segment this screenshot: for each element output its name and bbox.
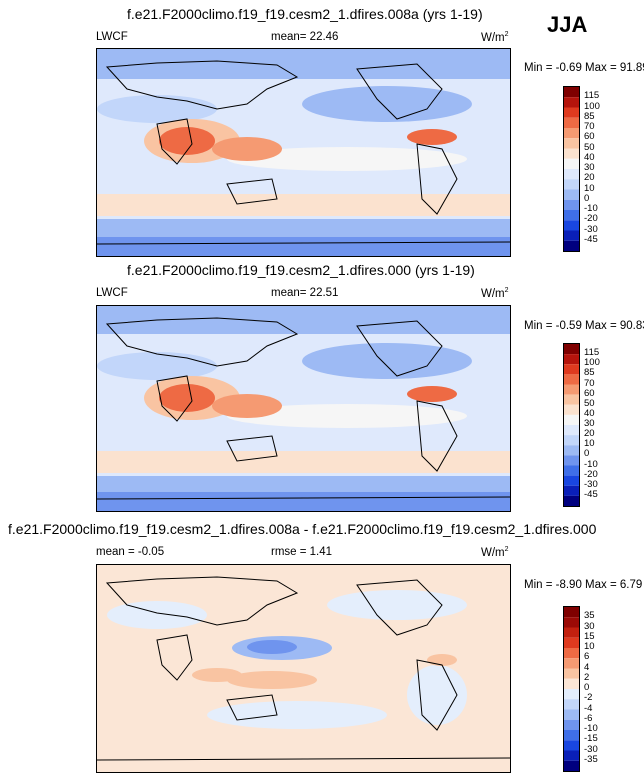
- colorbar-tick-label: 100: [584, 357, 600, 369]
- panel-1-field: [97, 49, 510, 256]
- panel-3-minmax: Min = -8.90 Max = 6.79: [524, 579, 643, 591]
- colorbar-tick-label: 115: [584, 347, 600, 359]
- panel-1-units: W/m2: [481, 31, 509, 44]
- colorbar-tick-label: 40: [584, 151, 595, 163]
- colorbar-tick-label: -10: [584, 723, 598, 734]
- colorbar-tick-label: 30: [584, 418, 595, 429]
- colorbar-tick-label: 30: [584, 162, 595, 173]
- panel-2-mean: mean= 22.51: [271, 287, 339, 299]
- colorbar-tick-label: -30: [584, 743, 598, 755]
- panel-1-map: [96, 48, 511, 257]
- colorbar-tick-label: 15: [584, 630, 595, 642]
- panel-2-units: W/m2: [481, 287, 509, 300]
- colorbar-tick-label: 4: [584, 661, 590, 673]
- colorbar-tick-label: -45: [584, 233, 598, 245]
- panel-1-colorbar-fill: [564, 87, 579, 251]
- colorbar-tick-label: -2: [584, 692, 593, 704]
- colorbar-tick-label: -45: [584, 488, 598, 500]
- colorbar-tick-label: 40: [584, 407, 595, 419]
- colorbar-tick-label: 0: [584, 448, 590, 460]
- panel-2-colorbar-fill: [564, 344, 579, 506]
- colorbar-tick-label: 0: [584, 682, 590, 693]
- colorbar-tick-label: -35: [584, 753, 598, 765]
- colorbar-tick-label: 100: [584, 100, 600, 112]
- colorbar-tick-label: 85: [584, 367, 595, 379]
- colorbar-tick-label: 60: [584, 131, 595, 143]
- panel-3-mean: mean = -0.05: [96, 546, 165, 558]
- panel-1-colorbar: [563, 86, 580, 252]
- colorbar-tick-label: 0: [584, 192, 590, 204]
- panel-3-rmse: rmse = 1.41: [271, 546, 333, 558]
- colorbar-tick-label: 60: [584, 387, 595, 399]
- colorbar-tick-label: 2: [584, 671, 590, 683]
- colorbar-tick-label: 115: [584, 90, 600, 102]
- colorbar-tick-label: -30: [584, 223, 598, 235]
- colorbar-tick-label: 35: [584, 610, 595, 622]
- colorbar-tick-label: 50: [584, 141, 595, 153]
- colorbar-tick-label: 10: [584, 182, 595, 194]
- colorbar-tick-label: 30: [584, 620, 595, 632]
- colorbar-tick-label: -10: [584, 203, 598, 214]
- panel-1-minmax: Min = -0.69 Max = 91.89: [524, 62, 644, 74]
- colorbar-tick-label: -30: [584, 478, 598, 490]
- colorbar-tick-label: -6: [584, 712, 593, 724]
- colorbar-tick-label: 6: [584, 651, 590, 663]
- panel-3-map: [96, 564, 511, 773]
- panel-2-colorbar: [563, 343, 580, 507]
- colorbar-tick-label: 20: [584, 172, 595, 184]
- panel-1-mean: mean= 22.46: [271, 31, 339, 43]
- colorbar-tick-label: 50: [584, 397, 595, 409]
- panel-3-units: W/m2: [481, 546, 509, 559]
- panel-3-colorbar-fill: [564, 607, 579, 771]
- panel-2-field: [97, 306, 510, 511]
- panel-2-map: [96, 305, 511, 512]
- colorbar-tick-label: 10: [584, 438, 595, 450]
- panel-1-variable: LWCF: [96, 31, 128, 43]
- panel-3-colorbar: [563, 606, 580, 772]
- colorbar-tick-label: 10: [584, 641, 595, 652]
- colorbar-tick-label: -10: [584, 458, 598, 470]
- panel-2-title: f.e21.F2000climo.f19_f19.cesm2_1.dfires.…: [127, 262, 475, 278]
- panel-1-title: f.e21.F2000climo.f19_f19.cesm2_1.dfires.…: [127, 6, 483, 22]
- colorbar-tick-label: -20: [584, 213, 598, 225]
- colorbar-tick-label: -20: [584, 468, 598, 480]
- panel-2-minmax: Min = -0.59 Max = 90.83: [524, 320, 644, 332]
- panel-3-title: f.e21.F2000climo.f19_f19.cesm2_1.dfires.…: [8, 521, 597, 537]
- panel-3-field: [97, 565, 510, 772]
- colorbar-tick-label: -15: [584, 733, 598, 745]
- panel-2-variable: LWCF: [96, 287, 128, 299]
- colorbar-tick-label: 70: [584, 377, 595, 389]
- colorbar-tick-label: 70: [584, 121, 595, 132]
- season-label: JJA: [547, 12, 588, 37]
- colorbar-tick-label: 85: [584, 110, 595, 122]
- colorbar-tick-label: 20: [584, 428, 595, 440]
- colorbar-tick-label: -4: [584, 702, 593, 714]
